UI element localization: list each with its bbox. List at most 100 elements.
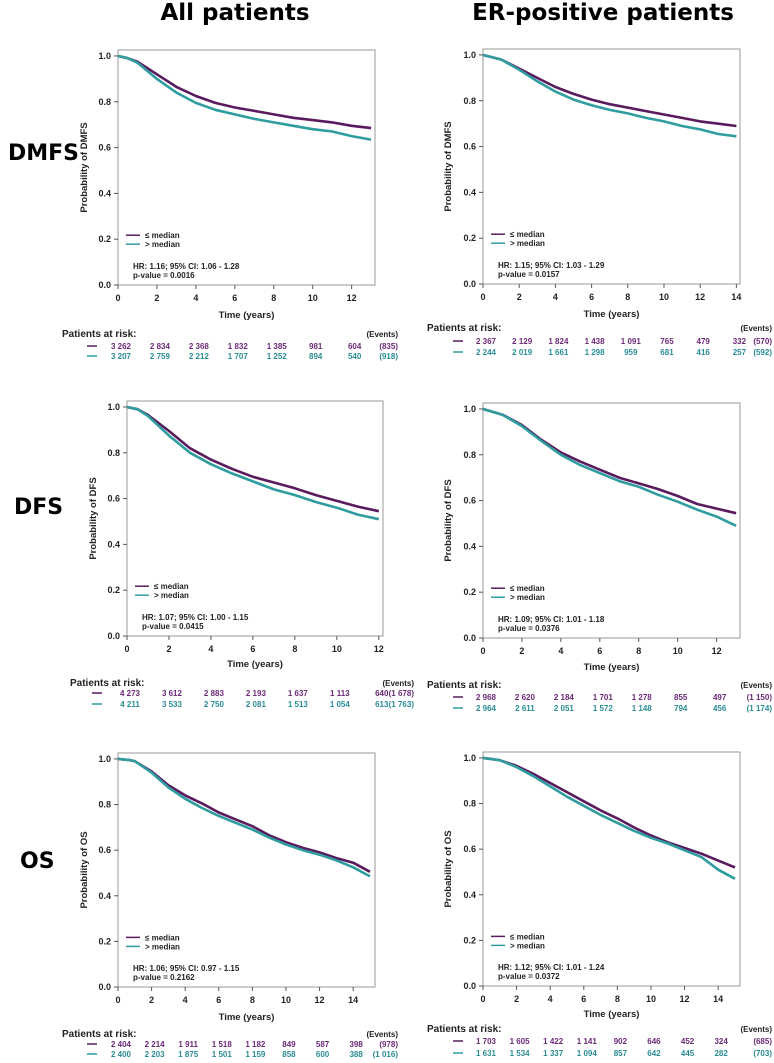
y-tick-label: 0.0 xyxy=(463,279,476,289)
hazard-ratio-text: HR: 1.15; 95% CI: 1.03 - 1.29 xyxy=(498,261,605,270)
risk-count: 1 337 xyxy=(543,1049,564,1058)
x-tick-label: 2 xyxy=(149,995,154,1005)
risk-count: 2 212 xyxy=(189,352,210,361)
km-panel-dmfs-er: 0.0 0.2 0.4 0.6 0.8 1.0 0 2 4 6 8 10 12 14 Time (years… xyxy=(427,48,772,357)
risk-count: 794 xyxy=(674,704,688,713)
risk-count: 2 759 xyxy=(150,352,171,361)
series-line-low-median xyxy=(482,53,737,128)
risk-count: 1 661 xyxy=(548,348,569,357)
events-count: (592) xyxy=(753,348,772,357)
risk-count: 332 xyxy=(733,337,747,346)
risk-count: 1 159 xyxy=(245,1050,266,1059)
events-count: (570) xyxy=(753,337,772,346)
x-tick-label: 6 xyxy=(232,293,237,303)
risk-count: 324 xyxy=(714,1037,728,1046)
x-tick-label: 12 xyxy=(347,293,357,303)
y-axis-label: Probability of DFS xyxy=(443,479,454,561)
risk-count: 2 750 xyxy=(204,700,225,709)
risk-count: 2 404 xyxy=(111,1040,132,1049)
legend-label: > median xyxy=(145,240,180,249)
y-tick-label: 1.0 xyxy=(463,404,476,414)
x-tick-label: 4 xyxy=(553,292,558,302)
risk-count: 1 572 xyxy=(593,704,614,713)
y-tick-label: 0.8 xyxy=(98,800,111,810)
legend-label: ≤ median xyxy=(510,230,545,239)
y-tick-label: 0.8 xyxy=(463,96,476,106)
y-axis-label: Probability of OS xyxy=(79,831,90,908)
events-header: (Events) xyxy=(366,1030,398,1039)
x-tick-label: 4 xyxy=(183,995,188,1005)
x-tick-label: 0 xyxy=(124,644,129,654)
series-line-high-median xyxy=(117,54,372,141)
risk-count: 1 298 xyxy=(585,348,606,357)
risk-count: 1 385 xyxy=(267,342,288,351)
hazard-ratio-text: HR: 1.06; 95% CI: 0.97 - 1.15 xyxy=(133,964,240,973)
y-tick-label: 0.2 xyxy=(98,936,111,946)
legend-label: > median xyxy=(510,593,545,602)
legend-label: > median xyxy=(510,941,545,950)
risk-count: 1 141 xyxy=(577,1037,598,1046)
risk-count: 2 968 xyxy=(476,693,497,702)
row-label-os: OS xyxy=(20,849,55,874)
events-count: (1 174) xyxy=(747,704,773,713)
risk-count: 681 xyxy=(660,348,674,357)
events-count: (1 678) xyxy=(389,689,415,698)
risk-count: 1 832 xyxy=(228,342,249,351)
hazard-ratio-text: HR: 1.16; 95% CI: 1.06 - 1.28 xyxy=(133,262,240,271)
risk-table-title: Patients at risk: xyxy=(427,1024,501,1035)
y-tick-label: 0.4 xyxy=(98,188,111,198)
risk-count: 2 834 xyxy=(150,342,171,351)
x-tick-label: 12 xyxy=(680,994,690,1004)
risk-count: 2 244 xyxy=(476,348,497,357)
x-tick-label: 0 xyxy=(480,994,485,1004)
x-tick-label: 12 xyxy=(374,644,384,654)
risk-table-title: Patients at risk: xyxy=(427,680,501,691)
x-tick-label: 12 xyxy=(695,292,705,302)
risk-count: 2 129 xyxy=(512,337,533,346)
risk-count: 2 081 xyxy=(246,700,267,709)
legend-label: > median xyxy=(154,591,189,600)
y-tick-label: 0.6 xyxy=(463,496,476,506)
km-panel-dfs-er: 0.0 0.2 0.4 0.6 0.8 1.0 0 2 4 6 8 10 12 Time (years) P… xyxy=(427,402,773,713)
y-tick-label: 0.2 xyxy=(463,587,476,597)
risk-table-title: Patients at risk: xyxy=(62,1029,136,1040)
risk-count: 2 367 xyxy=(476,337,497,346)
p-value-text: p-value = 0.0376 xyxy=(498,624,560,633)
y-tick-label: 0.6 xyxy=(98,845,111,855)
risk-count: 765 xyxy=(660,337,674,346)
y-tick-label: 0.0 xyxy=(463,981,476,991)
risk-count: 257 xyxy=(733,348,747,357)
x-axis-label: Time (years) xyxy=(584,309,640,320)
risk-table-title: Patients at risk: xyxy=(427,323,501,334)
y-axis-label: Probability of DFS xyxy=(88,477,99,559)
y-tick-label: 1.0 xyxy=(98,754,111,764)
x-tick-label: 8 xyxy=(636,646,641,656)
hazard-ratio-text: HR: 1.09; 95% CI: 1.01 - 1.18 xyxy=(498,615,605,624)
series-line-low-median xyxy=(482,756,736,869)
legend-label: ≤ median xyxy=(510,584,545,593)
y-tick-label: 0.0 xyxy=(98,280,111,290)
x-tick-label: 14 xyxy=(731,292,741,302)
x-tick-label: 2 xyxy=(519,646,524,656)
risk-count: 640 xyxy=(375,689,389,698)
risk-count: 855 xyxy=(674,693,688,702)
x-axis-label: Time (years) xyxy=(584,1009,640,1020)
series-line-low-median xyxy=(117,54,372,130)
y-tick-label: 0.6 xyxy=(463,142,476,152)
x-tick-label: 6 xyxy=(250,644,255,654)
row-label-dfs: DFS xyxy=(14,495,63,520)
risk-count: 416 xyxy=(697,348,711,357)
risk-count: 2 620 xyxy=(515,693,536,702)
y-tick-label: 0.8 xyxy=(463,799,476,809)
events-count: (703) xyxy=(753,1049,772,1058)
y-tick-label: 0.4 xyxy=(463,541,476,551)
risk-count: 642 xyxy=(647,1049,661,1058)
y-tick-label: 0.8 xyxy=(98,97,111,107)
series-line-high-median xyxy=(482,407,737,527)
plot-frame xyxy=(117,752,376,988)
risk-count: 849 xyxy=(282,1040,296,1049)
x-tick-label: 2 xyxy=(166,644,171,654)
x-tick-label: 6 xyxy=(589,292,594,302)
p-value-text: p-value = 0.0016 xyxy=(133,271,195,280)
